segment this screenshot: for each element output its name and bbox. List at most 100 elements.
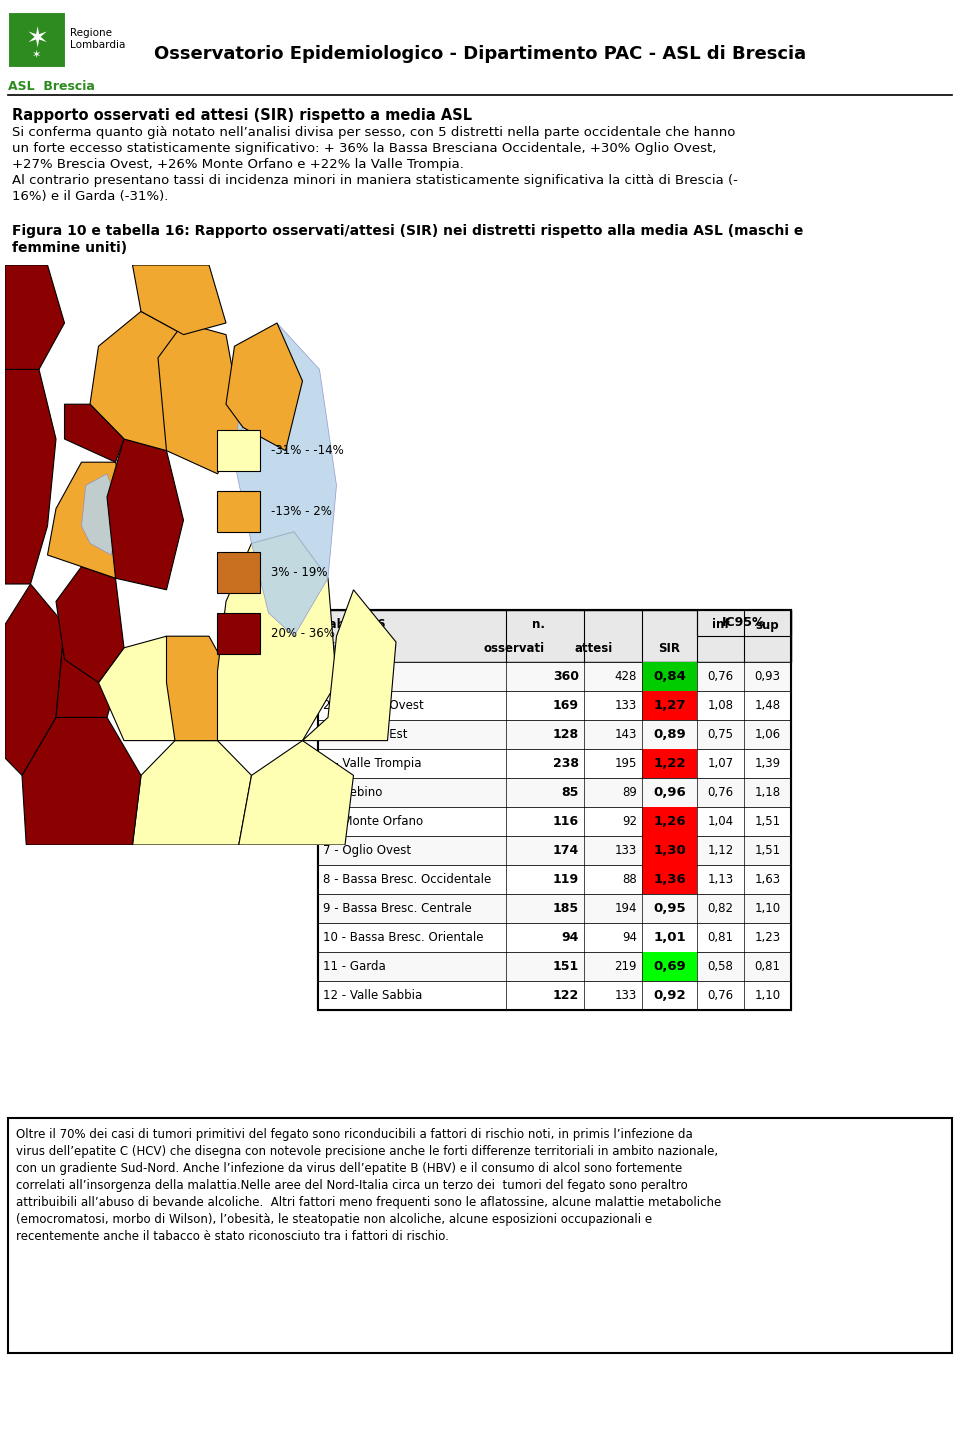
Bar — [318, 865, 791, 894]
Text: 133: 133 — [614, 698, 637, 711]
Text: 143: 143 — [614, 727, 637, 740]
Text: -31% - -14%: -31% - -14% — [271, 443, 344, 456]
Text: 0,69: 0,69 — [653, 961, 685, 972]
Text: Figura 10 e tabella 16: Rapporto osservati/attesi (SIR) nei distretti rispetto a: Figura 10 e tabella 16: Rapporto osserva… — [12, 225, 804, 238]
Bar — [318, 923, 791, 952]
Text: 195: 195 — [614, 756, 637, 769]
Polygon shape — [158, 323, 243, 474]
Text: 10 - Bassa Bresc. Orientale: 10 - Bassa Bresc. Orientale — [323, 932, 484, 943]
Text: 238: 238 — [553, 756, 579, 769]
Text: recentemente anche il tabacco è stato riconosciuto tra i fattori di rischio.: recentemente anche il tabacco è stato ri… — [16, 1230, 449, 1243]
Text: ✶: ✶ — [25, 26, 49, 54]
Bar — [318, 807, 791, 836]
Bar — [318, 778, 791, 807]
Text: un forte eccesso statisticamente significativo: + 36% la Bassa Bresciana Occiden: un forte eccesso statisticamente signifi… — [12, 142, 716, 155]
Polygon shape — [5, 265, 64, 369]
Text: 9 - Bassa Bresc. Centrale: 9 - Bassa Bresc. Centrale — [323, 901, 471, 914]
Text: 1,63: 1,63 — [755, 872, 780, 885]
Text: 360: 360 — [553, 669, 579, 682]
Text: 8 - Bassa Bresc. Occidentale: 8 - Bassa Bresc. Occidentale — [323, 872, 492, 885]
Text: 3 - Brescia Est: 3 - Brescia Est — [323, 727, 407, 740]
Text: 0,58: 0,58 — [708, 961, 733, 972]
Text: 1,39: 1,39 — [755, 756, 780, 769]
Bar — [318, 610, 791, 662]
Text: 1,23: 1,23 — [755, 932, 780, 943]
Text: 92: 92 — [622, 814, 637, 827]
Text: 16%) e il Garda (-31%).: 16%) e il Garda (-31%). — [12, 190, 168, 203]
Text: 1,30: 1,30 — [653, 843, 685, 856]
Text: -13% - 2%: -13% - 2% — [271, 506, 331, 517]
Bar — [8, 1119, 952, 1353]
Text: 0,76: 0,76 — [708, 669, 733, 682]
Text: +27% Brescia Ovest, +26% Monte Orfano e +22% la Valle Trompia.: +27% Brescia Ovest, +26% Monte Orfano e … — [12, 158, 464, 171]
Text: 12 - Valle Sabbia: 12 - Valle Sabbia — [323, 990, 422, 1003]
Polygon shape — [56, 567, 124, 682]
Text: 1,26: 1,26 — [653, 814, 685, 827]
Text: Al contrario presentano tassi di incidenza minori in maniera statisticamente sig: Al contrario presentano tassi di inciden… — [12, 174, 738, 187]
Text: 4 - Valle Trompia: 4 - Valle Trompia — [323, 756, 421, 769]
Text: 7 - Oglio Ovest: 7 - Oglio Ovest — [323, 843, 411, 856]
Text: Lombardia: Lombardia — [70, 41, 126, 51]
Text: 0,81: 0,81 — [708, 932, 733, 943]
Text: ASL  Brescia: ASL Brescia — [8, 80, 95, 93]
Bar — [318, 894, 791, 923]
Text: inf: inf — [711, 619, 730, 632]
Polygon shape — [99, 636, 192, 740]
Text: 0,89: 0,89 — [653, 727, 685, 740]
Text: 1,51: 1,51 — [755, 814, 780, 827]
Text: 1 - Brescia: 1 - Brescia — [323, 669, 386, 682]
Bar — [697, 610, 791, 636]
Text: 1,13: 1,13 — [708, 872, 733, 885]
Text: 1,18: 1,18 — [755, 785, 780, 798]
Text: 6 - Monte Orfano: 6 - Monte Orfano — [323, 814, 423, 827]
Text: 169: 169 — [553, 698, 579, 711]
Polygon shape — [107, 439, 183, 590]
Text: distretto: distretto — [323, 642, 381, 655]
Text: 1,51: 1,51 — [755, 843, 780, 856]
Text: 128: 128 — [553, 727, 579, 740]
Polygon shape — [82, 474, 120, 555]
Text: 0,81: 0,81 — [755, 961, 780, 972]
Text: 1,36: 1,36 — [653, 872, 685, 885]
Text: 1,06: 1,06 — [755, 727, 780, 740]
Bar — [642, 749, 697, 778]
Text: 94: 94 — [562, 932, 579, 943]
Polygon shape — [234, 323, 337, 636]
Polygon shape — [132, 740, 252, 845]
Text: 1,48: 1,48 — [755, 698, 780, 711]
Text: 1,10: 1,10 — [755, 901, 780, 914]
Text: 133: 133 — [614, 990, 637, 1003]
Bar — [318, 610, 791, 1010]
Text: 0,96: 0,96 — [653, 785, 685, 798]
Text: 1,27: 1,27 — [653, 698, 685, 711]
Polygon shape — [302, 590, 396, 740]
Bar — [318, 610, 791, 1010]
Text: 122: 122 — [553, 990, 579, 1003]
Bar — [642, 662, 697, 691]
Polygon shape — [90, 312, 192, 451]
Polygon shape — [56, 625, 124, 717]
Text: sup: sup — [756, 619, 780, 632]
Bar — [318, 749, 791, 778]
Text: 20% - 36%: 20% - 36% — [271, 627, 334, 640]
Bar — [8, 12, 66, 68]
Text: 0,75: 0,75 — [708, 727, 733, 740]
Bar — [318, 952, 791, 981]
Text: virus dell’epatite C (HCV) che disegna con notevole precisione anche le forti di: virus dell’epatite C (HCV) che disegna c… — [16, 1145, 718, 1158]
Text: 116: 116 — [553, 814, 579, 827]
Text: femmine uniti): femmine uniti) — [12, 241, 127, 255]
Text: 1,12: 1,12 — [708, 843, 733, 856]
Bar — [642, 952, 697, 981]
Text: 0,93: 0,93 — [755, 669, 780, 682]
Text: 1,10: 1,10 — [755, 990, 780, 1003]
Polygon shape — [5, 584, 64, 775]
Text: 85: 85 — [562, 785, 579, 798]
Text: correlati all’insorgenza della malattia.Nelle aree del Nord-Italia circa un terz: correlati all’insorgenza della malattia.… — [16, 1179, 687, 1193]
Text: Rapporto osservati ed attesi (SIR) rispetto a media ASL: Rapporto osservati ed attesi (SIR) rispe… — [12, 109, 472, 123]
Text: 0,76: 0,76 — [708, 990, 733, 1003]
Text: Oltre il 70% dei casi di tumori primitivi del fegato sono riconducibili a fattor: Oltre il 70% dei casi di tumori primitiv… — [16, 1127, 693, 1140]
Polygon shape — [64, 404, 124, 462]
Text: 89: 89 — [622, 785, 637, 798]
Bar — [218, 491, 260, 532]
Polygon shape — [166, 636, 234, 740]
